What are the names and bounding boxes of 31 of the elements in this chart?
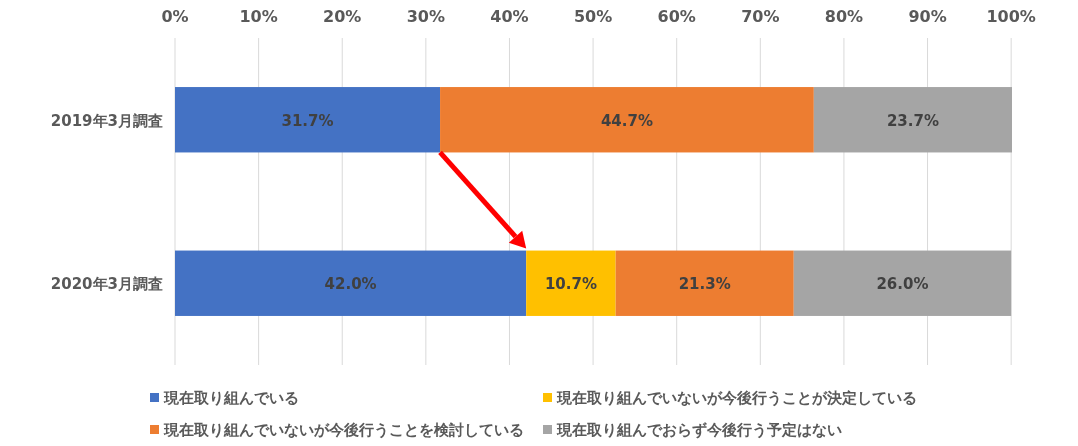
y-tick-label: 2019年3月調査 bbox=[50, 111, 163, 130]
bar bbox=[175, 250, 527, 316]
x-tick-label: 90% bbox=[908, 7, 947, 26]
bar bbox=[793, 250, 1012, 316]
x-tick-label: 10% bbox=[239, 7, 278, 26]
x-tick-label: 50% bbox=[573, 7, 613, 26]
x-tick-label: 80% bbox=[824, 7, 864, 26]
legend-label: 現在取り組んでいないが今後行うことが決定している bbox=[556, 389, 917, 407]
y-tick-label: 2020年3月調査 bbox=[50, 275, 163, 294]
bar bbox=[813, 87, 1012, 153]
data-label: 10.7% bbox=[544, 275, 597, 294]
bar bbox=[526, 250, 616, 316]
data-label: 21.3% bbox=[678, 275, 731, 294]
x-tick-label: 100% bbox=[986, 7, 1036, 26]
legend-label: 現在取り組んでおらず今後行う予定はない bbox=[556, 421, 842, 439]
x-tick-label: 20% bbox=[323, 7, 362, 26]
data-label: 26.0% bbox=[876, 275, 929, 294]
x-tick-label: 0% bbox=[161, 7, 189, 26]
data-label: 23.7% bbox=[886, 111, 939, 130]
bar bbox=[615, 250, 794, 316]
x-tick-label: 70% bbox=[741, 7, 780, 26]
x-tick-label: 30% bbox=[406, 7, 445, 26]
data-label: 44.7% bbox=[600, 111, 653, 130]
data-label: 31.7% bbox=[281, 111, 334, 130]
bar bbox=[175, 87, 441, 153]
x-tick-label: 40% bbox=[490, 7, 529, 26]
x-tick-label: 60% bbox=[657, 7, 696, 26]
bar bbox=[440, 87, 814, 153]
legend-label: 現在取り組んでいないが今後行うことを検討している bbox=[163, 421, 524, 439]
legend-label: 現在取り組んでいる bbox=[163, 389, 299, 407]
data-label: 42.0% bbox=[324, 275, 377, 294]
